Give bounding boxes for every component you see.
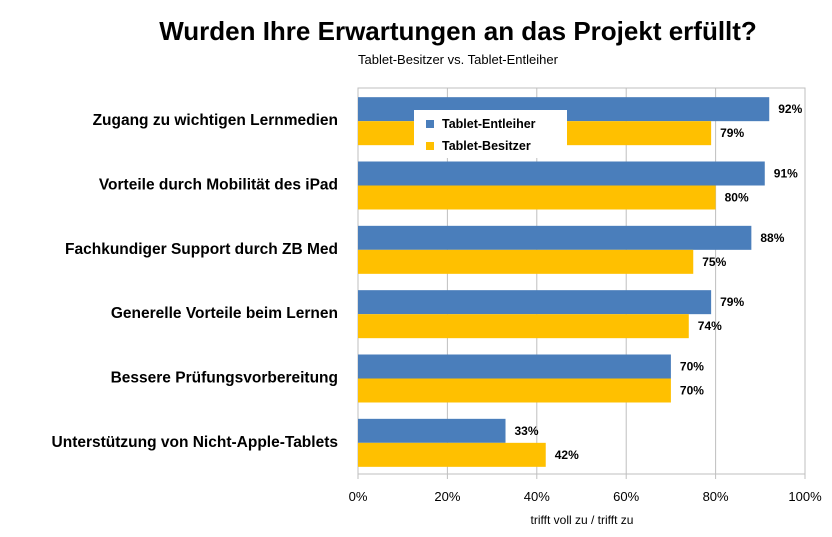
bar-entleiher [358, 290, 712, 315]
bar-besitzer [358, 378, 671, 403]
data-label: 75% [702, 255, 726, 269]
data-label: 92% [778, 102, 802, 116]
data-label: 33% [515, 424, 539, 438]
category-label: Bessere Prüfungsvorbereitung [111, 370, 338, 387]
x-axis-ticks: 0% 20% 40% 60% 80% 100% [349, 474, 822, 504]
category-label: Unterstützung von Nicht-Apple-Tablets [52, 434, 338, 451]
legend: Tablet-Entleiher Tablet-Besitzer [414, 110, 567, 158]
bar-besitzer [358, 314, 689, 339]
legend-label: Tablet-Besitzer [442, 139, 531, 153]
data-label: 42% [555, 448, 579, 462]
bar-entleiher [358, 354, 671, 379]
category-label: Vorteile durch Mobilität des iPad [99, 177, 338, 194]
data-label: 88% [760, 231, 784, 245]
data-label: 91% [774, 167, 798, 181]
bar-besitzer [358, 185, 716, 210]
category-label: Generelle Vorteile beim Lernen [111, 305, 338, 322]
bar-besitzer [358, 442, 546, 467]
data-label: 74% [698, 319, 722, 333]
bar-besitzer [358, 249, 694, 274]
legend-swatch [426, 120, 434, 128]
bar-entleiher [358, 161, 765, 186]
category-labels: Zugang zu wichtigen Lernmedien Vorteile d… [52, 112, 338, 451]
x-tick-label: 60% [613, 489, 639, 504]
data-label: 70% [680, 360, 704, 374]
gridlines [357, 87, 806, 475]
x-tick-label: 40% [524, 489, 550, 504]
chart-subtitle: Tablet-Besitzer vs. Tablet-Entleiher [358, 52, 559, 67]
data-label: 80% [725, 191, 749, 205]
x-axis-label: trifft voll zu / trifft zu [531, 513, 634, 527]
bars [358, 97, 770, 467]
x-tick-label: 20% [434, 489, 460, 504]
legend-label: Tablet-Entleiher [442, 117, 536, 131]
bar-entleiher [358, 225, 752, 250]
data-label: 79% [720, 295, 744, 309]
legend-box [414, 110, 567, 158]
x-tick-label: 100% [788, 489, 822, 504]
value-labels: 92% 79% 91% 80% 88% 75% 79% 74% 70% 70% 33% 42% [515, 102, 803, 462]
category-label: Zugang zu wichtigen Lernmedien [93, 112, 338, 129]
x-tick-label: 80% [703, 489, 729, 504]
data-label: 70% [680, 384, 704, 398]
legend-swatch [426, 142, 434, 150]
category-label: Fachkundiger Support durch ZB Med [65, 241, 338, 258]
chart-title: Wurden Ihre Erwartungen an das Projekt e… [159, 16, 757, 46]
bar-entleiher [358, 418, 506, 443]
x-tick-label: 0% [349, 489, 368, 504]
data-label: 79% [720, 126, 744, 140]
